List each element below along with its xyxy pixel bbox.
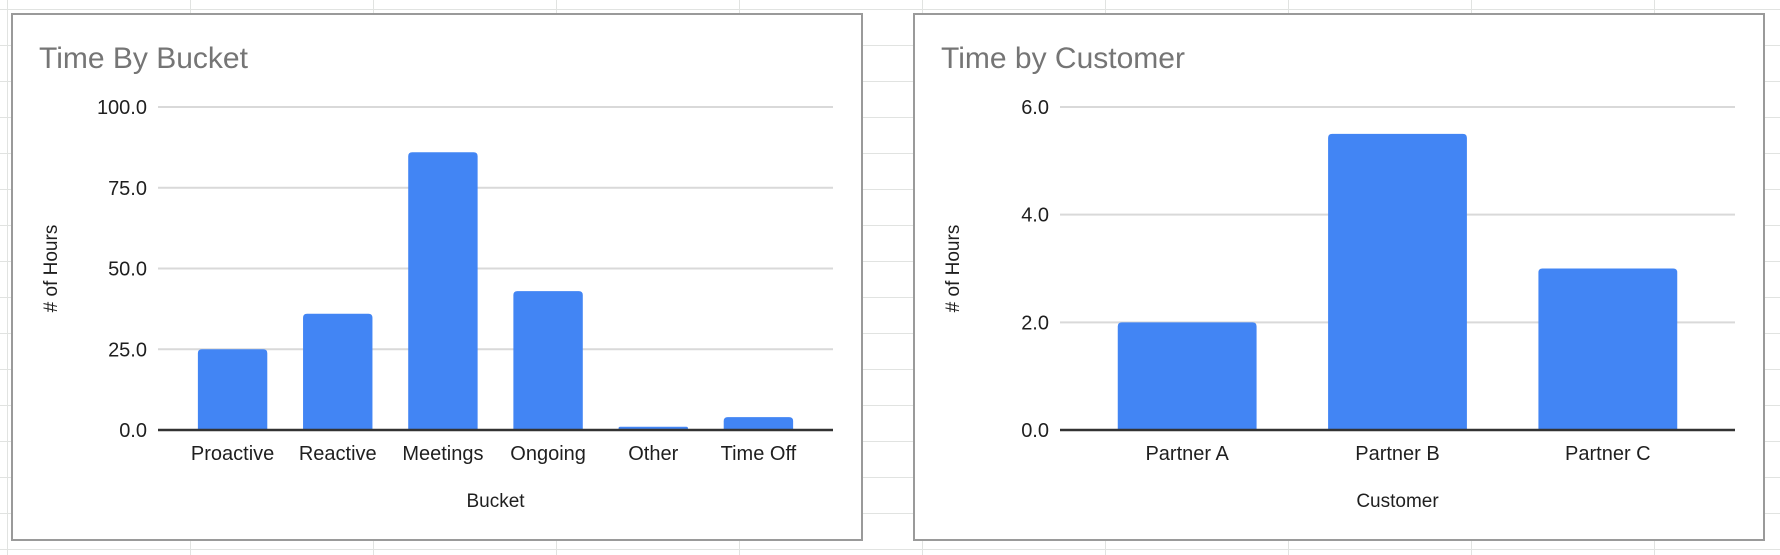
chart-panel-time-by-bucket[interactable]: 0.0 25.0 50.0 75.0 100.0 Proactive Reactive Mee… bbox=[11, 13, 863, 541]
x-category-label: Partner A bbox=[1145, 443, 1229, 465]
y-axis-title: # of Hours bbox=[41, 225, 62, 313]
y-tick-label: 25.0 bbox=[108, 339, 147, 361]
x-axis-title: Bucket bbox=[466, 491, 525, 512]
x-category-label: Partner C bbox=[1565, 443, 1651, 465]
bar-partner-b[interactable] bbox=[1328, 133, 1467, 430]
bar-chart-svg: 0.0 25.0 50.0 75.0 100.0 Proactive Reactive Mee… bbox=[41, 97, 833, 512]
y-tick-label: 0.0 bbox=[119, 420, 147, 442]
bar-meetings[interactable] bbox=[408, 152, 478, 430]
bar-ongoing[interactable] bbox=[513, 291, 583, 430]
y-tick-label: 4.0 bbox=[1021, 205, 1049, 227]
chart-panel-time-by-customer[interactable]: 0.0 2.0 4.0 6.0 Partner A Partner B Partner C #… bbox=[913, 13, 1765, 541]
y-tick-label: 75.0 bbox=[108, 178, 147, 200]
bar-proactive[interactable] bbox=[197, 349, 268, 430]
bar-chart-svg: 0.0 2.0 4.0 6.0 Partner A Partner B Partner C #… bbox=[943, 97, 1735, 512]
y-tick-label: 6.0 bbox=[1021, 97, 1049, 119]
bar-time-off[interactable] bbox=[723, 417, 794, 430]
bar-partner-c[interactable] bbox=[1538, 268, 1678, 431]
x-category-label: Proactive bbox=[191, 443, 274, 465]
bar-reactive[interactable] bbox=[303, 313, 373, 430]
x-category-label: Time Off bbox=[721, 443, 797, 465]
chart-title: Time By Bucket bbox=[39, 42, 248, 75]
x-category-label: Ongoing bbox=[510, 443, 586, 465]
y-tick-label: 100.0 bbox=[97, 97, 147, 119]
x-category-label: Other bbox=[628, 443, 678, 465]
y-axis-title: # of Hours bbox=[943, 225, 964, 313]
x-category-label: Reactive bbox=[299, 443, 377, 465]
chart-title: Time by Customer bbox=[941, 42, 1185, 75]
y-tick-label: 50.0 bbox=[108, 259, 147, 281]
x-category-label: Partner B bbox=[1355, 443, 1439, 465]
y-tick-label: 0.0 bbox=[1021, 420, 1049, 442]
bar-partner-a[interactable] bbox=[1117, 322, 1257, 430]
x-axis-title: Customer bbox=[1356, 491, 1439, 512]
y-tick-label: 2.0 bbox=[1021, 312, 1049, 334]
x-category-label: Meetings bbox=[402, 443, 483, 465]
